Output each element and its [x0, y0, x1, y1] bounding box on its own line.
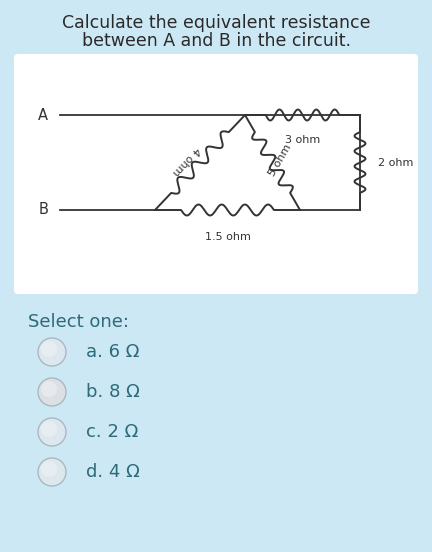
- Circle shape: [41, 461, 57, 477]
- Text: between A and B in the circuit.: between A and B in the circuit.: [82, 32, 350, 50]
- Circle shape: [41, 381, 57, 397]
- Text: 1.5 ohm: 1.5 ohm: [205, 232, 251, 242]
- Circle shape: [38, 378, 66, 406]
- Text: a. 6 Ω: a. 6 Ω: [86, 343, 140, 361]
- Circle shape: [38, 338, 66, 366]
- Text: B: B: [38, 203, 48, 217]
- Text: c. 2 Ω: c. 2 Ω: [86, 423, 138, 441]
- Text: 3 ohm: 3 ohm: [285, 135, 320, 145]
- Text: 4 ohm: 4 ohm: [170, 144, 202, 177]
- FancyBboxPatch shape: [14, 54, 418, 294]
- Text: 5 ohm: 5 ohm: [267, 143, 294, 178]
- Circle shape: [38, 418, 66, 446]
- Text: 2 ohm: 2 ohm: [378, 157, 413, 167]
- Text: Calculate the equivalent resistance: Calculate the equivalent resistance: [62, 14, 370, 32]
- Text: d. 4 Ω: d. 4 Ω: [86, 463, 140, 481]
- Circle shape: [41, 421, 57, 437]
- Circle shape: [41, 341, 57, 357]
- Text: A: A: [38, 108, 48, 123]
- Circle shape: [38, 458, 66, 486]
- Text: Select one:: Select one:: [28, 313, 129, 331]
- Text: b. 8 Ω: b. 8 Ω: [86, 383, 140, 401]
